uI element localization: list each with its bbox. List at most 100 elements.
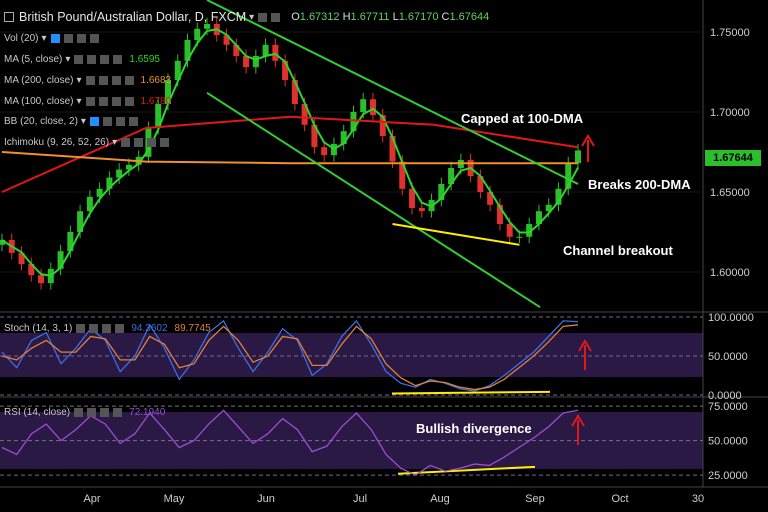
chevron-down-icon[interactable]: ▾ xyxy=(80,116,86,127)
indicator-value: 1.6595 xyxy=(129,54,160,65)
y-tick-label: 1.60000 xyxy=(710,267,750,279)
candle-body xyxy=(545,204,552,212)
candle-body xyxy=(38,275,45,284)
close-icon[interactable] xyxy=(115,324,125,333)
indicator-label: Ichimoku (9, 26, 52, 26) xyxy=(4,137,110,148)
add-icon[interactable] xyxy=(100,55,110,64)
annotation-breaks: Breaks 200-DMA xyxy=(588,177,691,192)
eye-icon[interactable] xyxy=(87,55,97,64)
close-icon[interactable] xyxy=(128,117,138,126)
stoch-divergence-line xyxy=(391,390,551,395)
candle-body xyxy=(575,150,581,164)
channel-line xyxy=(206,91,541,309)
add-icon[interactable] xyxy=(147,138,157,147)
settings-icon[interactable] xyxy=(258,12,268,22)
eye-icon[interactable] xyxy=(102,117,112,126)
candle-body xyxy=(291,80,298,104)
candle-body xyxy=(516,236,523,238)
grid xyxy=(0,31,703,476)
x-tick-label: 30 xyxy=(692,493,704,505)
x-tick-label: Oct xyxy=(611,493,628,505)
settings-icon[interactable] xyxy=(85,76,95,85)
candle-body xyxy=(311,124,318,148)
candle-body xyxy=(301,104,308,125)
candle-body xyxy=(252,56,259,68)
candle-body xyxy=(57,251,64,269)
osc-tick-label: 75.0000 xyxy=(708,401,748,413)
candle-body xyxy=(262,44,269,56)
candle-body xyxy=(174,60,181,80)
candle-body xyxy=(399,161,406,189)
close-icon[interactable] xyxy=(160,138,170,147)
stoch-header[interactable]: Stoch (14, 3, 1) 94.3602 89.7745 xyxy=(4,323,211,334)
chevron-down-icon[interactable]: ▾ xyxy=(76,75,82,86)
settings-icon[interactable] xyxy=(50,34,60,43)
indicator-row-ma5[interactable]: MA (5, close) ▾ 1.6595 xyxy=(4,54,160,65)
channel-line xyxy=(206,0,579,185)
indicator-label: Stoch (14, 3, 1) xyxy=(4,323,73,334)
add-icon[interactable] xyxy=(100,408,110,417)
x-tick-label: Jul xyxy=(353,493,367,505)
candle-body xyxy=(67,232,74,252)
oscillators xyxy=(1,319,579,476)
close-icon[interactable] xyxy=(113,55,123,64)
chart-title: British Pound/Australian Dollar, D, FXCM xyxy=(19,10,247,24)
chevron-down-icon[interactable]: ▾ xyxy=(41,33,47,44)
candle-body xyxy=(243,56,250,68)
settings-icon[interactable] xyxy=(76,324,86,333)
candle-body xyxy=(233,44,240,56)
eye-icon[interactable] xyxy=(89,324,99,333)
stoch-d-value: 89.7745 xyxy=(174,323,211,334)
eye-icon[interactable] xyxy=(98,76,108,85)
settings-icon[interactable] xyxy=(74,408,84,417)
add-icon[interactable] xyxy=(115,117,125,126)
indicator-row-ichimoku[interactable]: Ichimoku (9, 26, 52, 26) ▾ xyxy=(4,137,170,148)
candle-body xyxy=(18,252,25,264)
osc-series-line xyxy=(1,409,579,476)
candle-body xyxy=(164,80,171,104)
settings-icon[interactable] xyxy=(74,55,84,64)
rsi-value: 72.1940 xyxy=(129,407,166,418)
add-icon[interactable] xyxy=(102,324,112,333)
add-icon[interactable] xyxy=(111,97,121,106)
close-icon[interactable] xyxy=(124,97,134,106)
indicator-row-bb[interactable]: BB (20, close, 2) ▾ xyxy=(4,116,138,127)
overlays xyxy=(1,0,579,475)
settings-icon[interactable] xyxy=(89,117,99,126)
chevron-down-icon[interactable]: ▾ xyxy=(65,54,71,65)
eye-icon[interactable] xyxy=(134,138,144,147)
settings-icon[interactable] xyxy=(121,138,131,147)
candle-body xyxy=(116,169,123,178)
settings-icon[interactable] xyxy=(85,97,95,106)
rsi-header[interactable]: RSI (14, close) 72.1940 xyxy=(4,407,165,418)
eye-icon[interactable] xyxy=(87,408,97,417)
collapse-icon[interactable] xyxy=(4,12,14,22)
indicator-row-ma100[interactable]: MA (100, close) ▾ 1.6780 xyxy=(4,96,171,107)
close-icon[interactable] xyxy=(113,408,123,417)
candle-body xyxy=(369,99,376,116)
indicator-label: MA (100, close) xyxy=(4,96,74,107)
x-tick-label: Jun xyxy=(257,493,275,505)
eye-icon[interactable] xyxy=(271,12,281,22)
osc-tick-label: 100.0000 xyxy=(708,312,754,324)
candle-body xyxy=(106,177,113,189)
tick-labels: 1.75000 1.70000 1.65000 1.60000 100.0000 50.0… xyxy=(83,27,753,505)
candle-body xyxy=(125,164,132,170)
add-icon[interactable] xyxy=(111,76,121,85)
candle-body xyxy=(389,136,396,162)
add-icon[interactable] xyxy=(76,34,86,43)
candle-body xyxy=(0,240,5,245)
indicator-row-ma200[interactable]: MA (200, close) ▾ 1.6683 xyxy=(4,75,171,86)
eye-icon[interactable] xyxy=(63,34,73,43)
indicator-row-vol[interactable]: Vol (20) ▾ xyxy=(4,33,99,44)
close-icon[interactable] xyxy=(124,76,134,85)
osc-series-line xyxy=(1,324,579,391)
chevron-down-icon[interactable]: ▾ xyxy=(112,137,118,148)
close-icon[interactable] xyxy=(89,34,99,43)
high-value: 1.67711 xyxy=(350,11,390,23)
chevron-down-icon[interactable]: ▾ xyxy=(249,11,255,23)
chevron-down-icon[interactable]: ▾ xyxy=(76,96,82,107)
eye-icon[interactable] xyxy=(98,97,108,106)
indicator-label: MA (5, close) xyxy=(4,54,63,65)
